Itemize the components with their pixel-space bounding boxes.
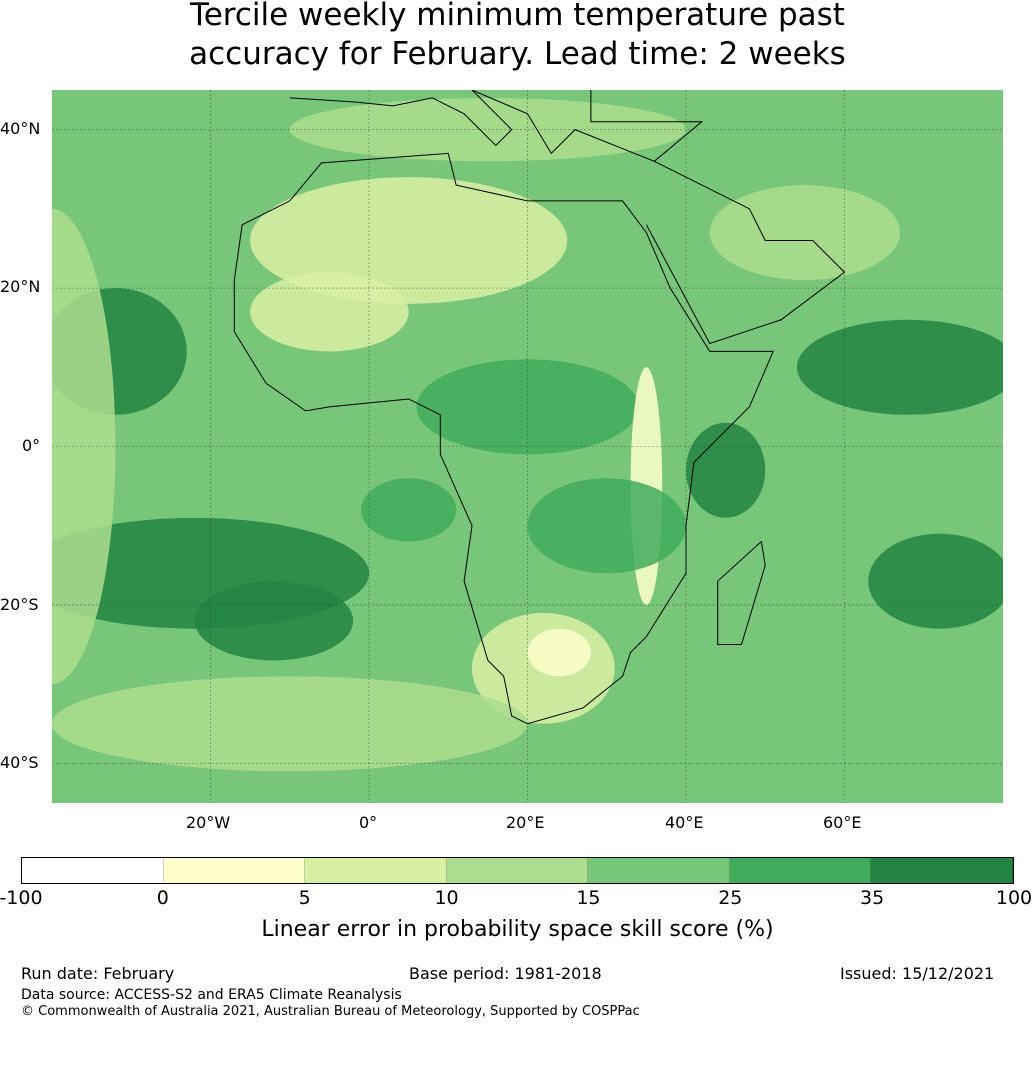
lat-label-0: 0° bbox=[22, 436, 41, 455]
skill-region bbox=[361, 478, 457, 542]
title-line-2: accuracy for February. Lead time: 2 week… bbox=[189, 36, 846, 72]
colorbar-tick: 35 bbox=[860, 887, 885, 909]
title-line-1: Tercile weekly minimum temperature past bbox=[190, 0, 845, 33]
colorbar-segment bbox=[305, 858, 447, 883]
run-date: Run date: February bbox=[21, 964, 175, 983]
issued-date: Issued: 15/12/2021 bbox=[840, 964, 995, 983]
skill-region bbox=[250, 177, 568, 304]
skill-region bbox=[250, 272, 409, 352]
arabia-coastline bbox=[645, 160, 846, 345]
lat-label-20s: 20°S bbox=[0, 595, 39, 614]
lon-label-60e: 60°E bbox=[823, 813, 862, 832]
colorbar-tick: 10 bbox=[434, 887, 459, 909]
colorbar-segment bbox=[446, 858, 589, 883]
colorbar-segment bbox=[588, 858, 730, 883]
skill-region bbox=[52, 208, 116, 685]
chart-title: Tercile weekly minimum temperature past … bbox=[0, 0, 1035, 74]
lat-label-40n: 40°N bbox=[0, 119, 41, 138]
skill-region bbox=[527, 478, 687, 574]
lon-label-20w: 20°W bbox=[186, 813, 231, 832]
colorbar-tick: 5 bbox=[298, 887, 311, 909]
colorbar bbox=[21, 857, 1014, 884]
colorbar-tick: 25 bbox=[718, 887, 743, 909]
lon-label-40e: 40°E bbox=[665, 813, 704, 832]
africa-coastline bbox=[233, 152, 774, 725]
colorbar-segment bbox=[729, 858, 872, 883]
lat-label-20n: 20°N bbox=[0, 277, 41, 296]
skill-region bbox=[289, 97, 687, 162]
base-period: Base period: 1981-2018 bbox=[409, 964, 602, 983]
colorbar-tick: -100 bbox=[0, 887, 43, 909]
data-source: Data source: ACCESS-S2 and ERA5 Climate … bbox=[21, 987, 402, 1003]
colorbar-segment bbox=[163, 858, 306, 883]
skill-region bbox=[194, 581, 354, 661]
skill-region bbox=[796, 319, 1003, 415]
skill-region bbox=[52, 676, 528, 772]
skill-region bbox=[527, 628, 591, 677]
lon-label-20e: 20°E bbox=[506, 813, 545, 832]
colorbar-tick: 100 bbox=[995, 887, 1033, 909]
colorbar-segment bbox=[871, 858, 1014, 883]
skill-region bbox=[709, 185, 901, 281]
colorbar-tick: 0 bbox=[156, 887, 169, 909]
colorbar-tick: 15 bbox=[576, 887, 601, 909]
skill-score-map bbox=[52, 90, 1003, 803]
colorbar-label: Linear error in probability space skill … bbox=[261, 917, 774, 942]
lon-label-0: 0° bbox=[359, 813, 378, 832]
lat-label-40s: 40°S bbox=[0, 753, 39, 772]
colorbar-segment bbox=[22, 858, 164, 883]
skill-region bbox=[685, 105, 1003, 186]
copyright: © Commonwealth of Australia 2021, Austra… bbox=[21, 1004, 640, 1019]
madagascar-coastline bbox=[717, 540, 766, 646]
skill-region bbox=[685, 422, 766, 518]
